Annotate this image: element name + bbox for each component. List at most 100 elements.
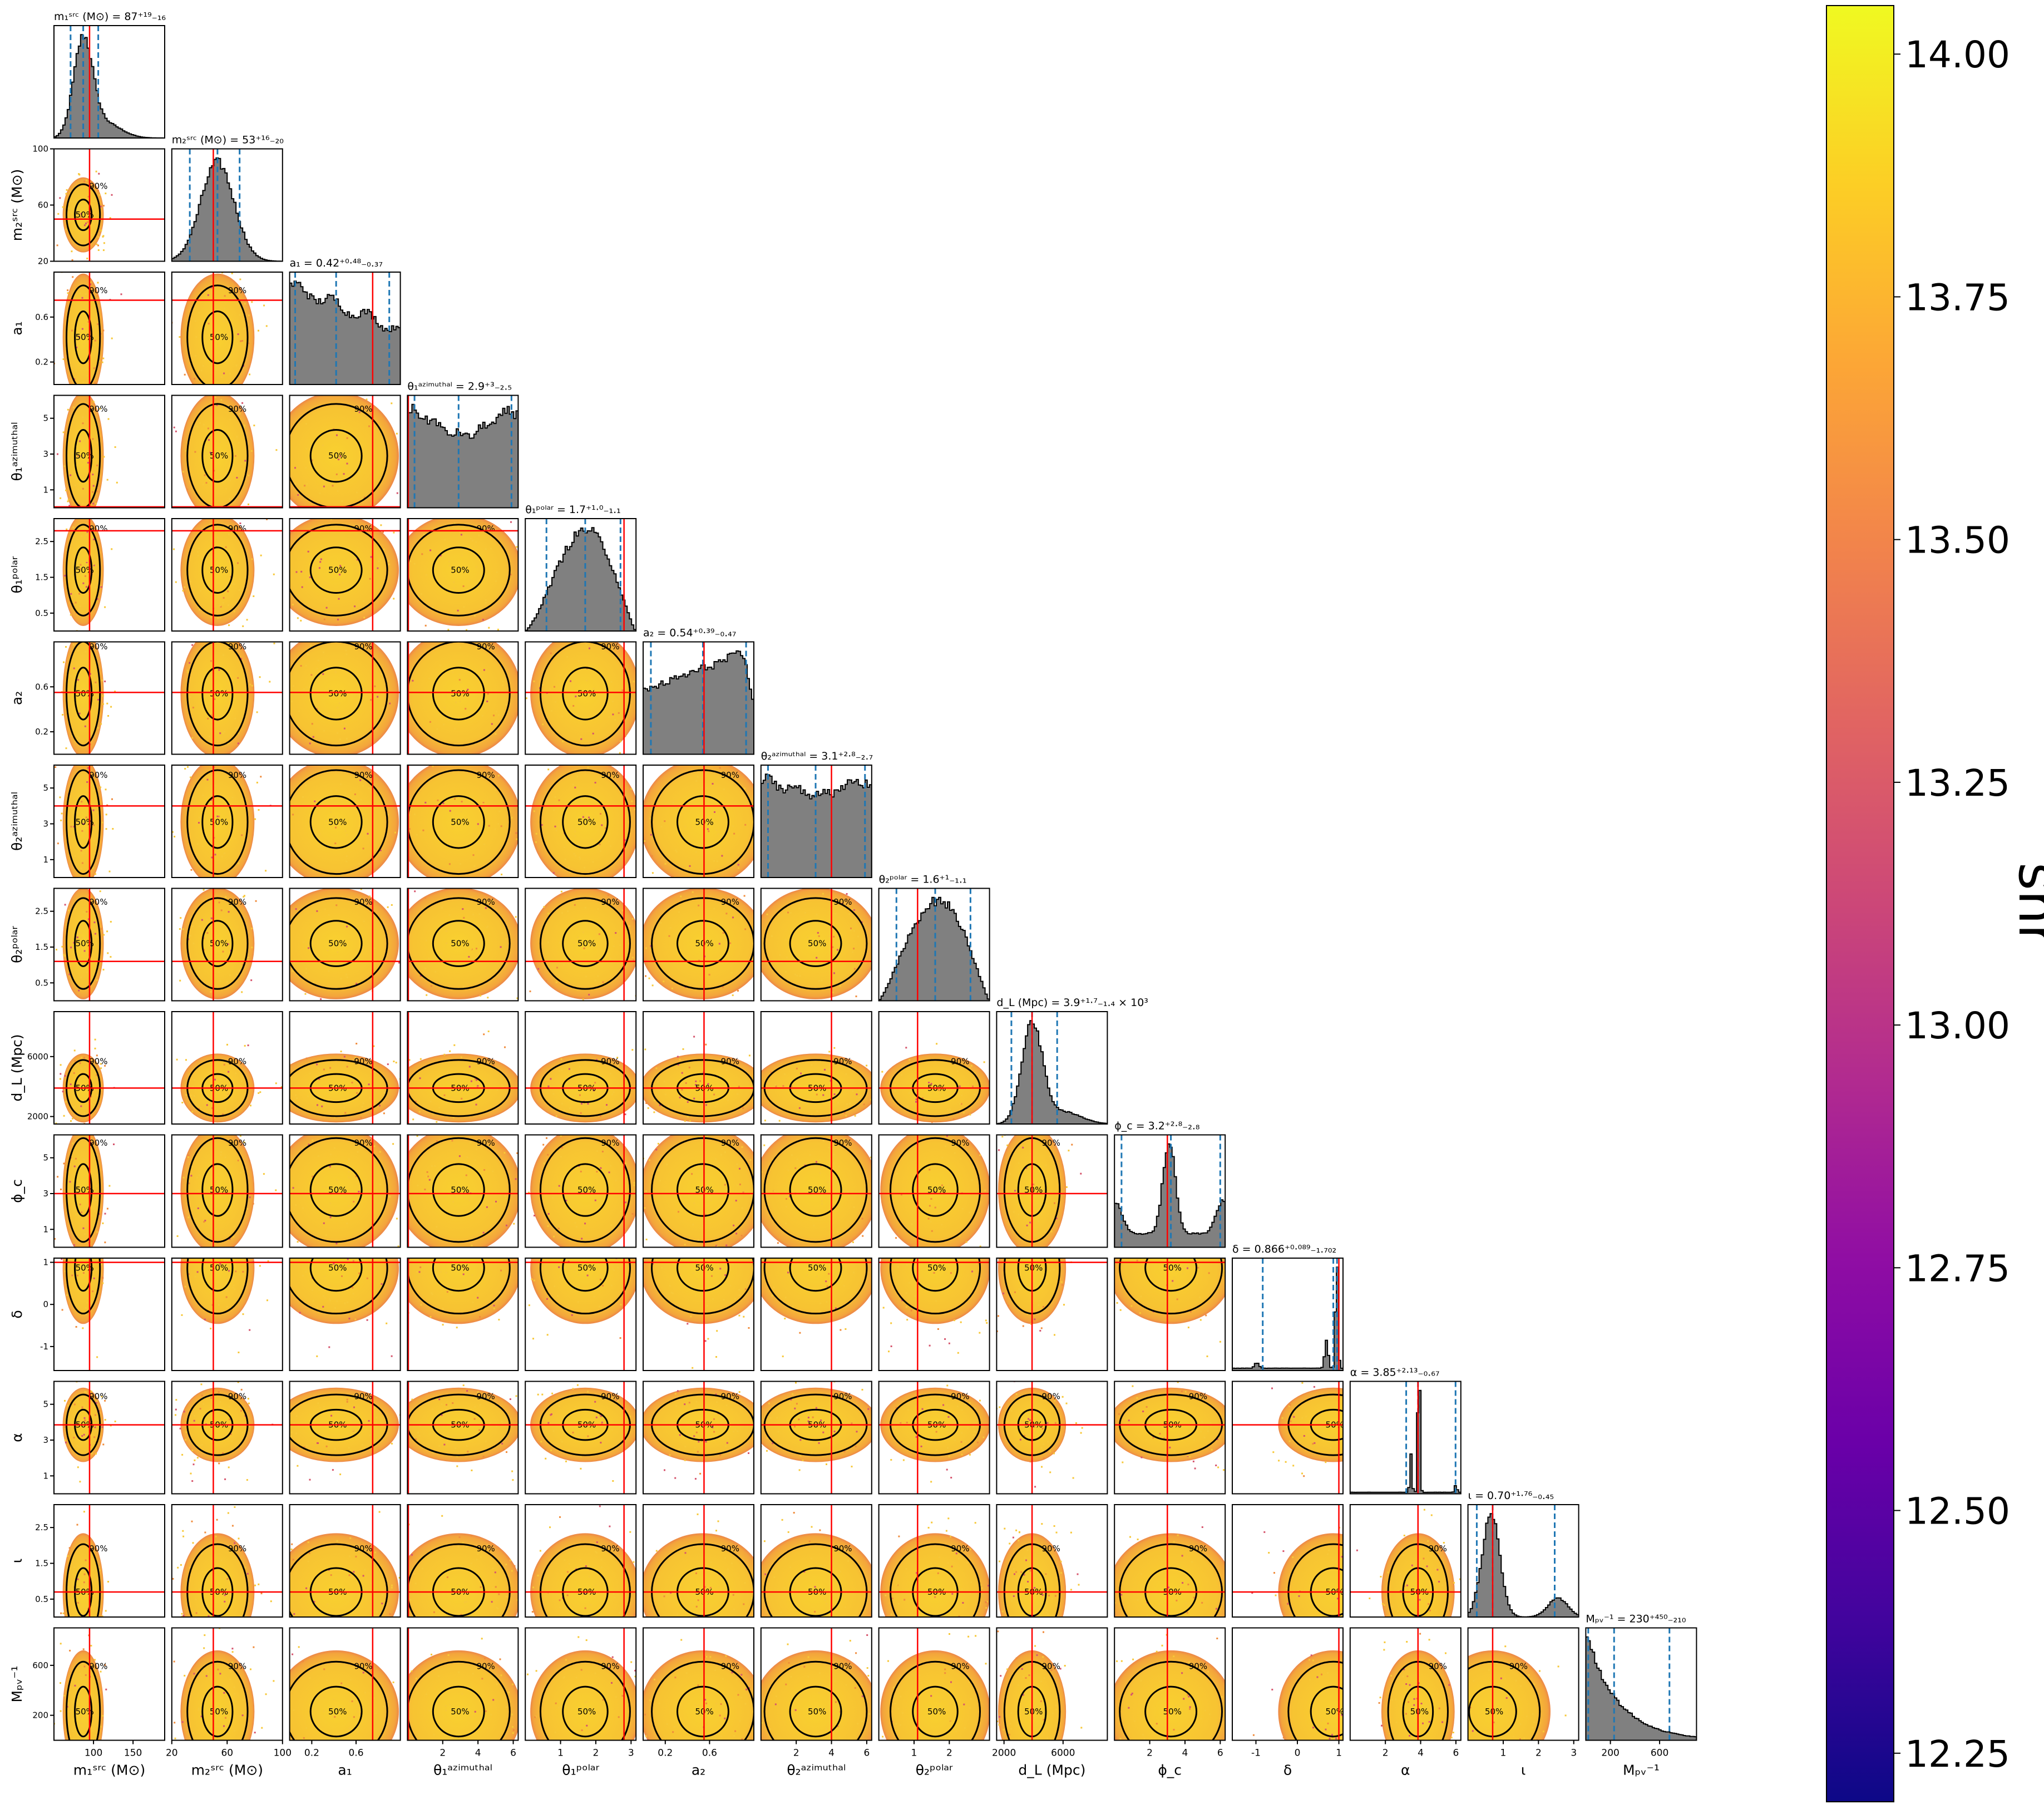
- contour-label-50: 50%: [210, 451, 228, 461]
- contour-label-50: 50%: [328, 939, 347, 949]
- y-tick-label: 1: [43, 1258, 48, 1268]
- contour-label-90: 90%: [1041, 1544, 1060, 1554]
- x-tick-label: 0.6: [702, 1748, 717, 1759]
- contour-label-50: 50%: [451, 565, 469, 575]
- snr-colorbar: 12.2512.5012.7513.0013.2513.5013.7514.00…: [1826, 6, 2044, 1802]
- histogram-bars-a2: [643, 651, 754, 755]
- contour-label-90: 90%: [1349, 1544, 1367, 1554]
- contour-label-90: 90%: [601, 1056, 619, 1066]
- y-tick-label: 0.2: [35, 727, 48, 737]
- scatter-panel-delta-alpha: 90%50%: [1232, 1367, 1421, 1493]
- y-tick-label: 1.5: [35, 573, 48, 583]
- scatter-panel-phic-alpha: 90%50%: [1075, 1375, 1263, 1494]
- histogram-bars-th2az: [761, 774, 872, 878]
- contour-label-50: 50%: [76, 451, 94, 461]
- y-tick-label: 1: [43, 1224, 48, 1234]
- histogram-panel-m1: m₁ˢʳᶜ (M⊙) = 87⁺¹⁹₋₁₆: [54, 11, 166, 138]
- contour-label-90: 90%: [89, 1662, 107, 1672]
- histogram-bars-th2pol: [879, 898, 990, 1001]
- contour-label-90: 90%: [228, 524, 246, 534]
- histogram-bars-th1az: [407, 405, 518, 508]
- contour-label-90: 90%: [601, 1544, 619, 1554]
- x-tick-label: 1: [1500, 1748, 1507, 1759]
- scatter-panel-th1az-alpha: 90%50%: [393, 1366, 550, 1494]
- y-axis-label-alpha: α: [9, 1433, 25, 1442]
- colorbar-tick-label: 13.50: [1905, 519, 2010, 562]
- contour-label-90: 90%: [601, 1138, 619, 1148]
- x-tick-label: 100: [85, 1748, 102, 1759]
- colorbar-label: snr: [2007, 862, 2044, 947]
- contour-label-90: 90%: [476, 1391, 495, 1401]
- contour-label-90: 90%: [1429, 1544, 1447, 1554]
- contour-label-50: 50%: [577, 1707, 596, 1717]
- x-tick-label: 6000: [1051, 1748, 1075, 1759]
- y-axis-label-phic: ϕ_c: [9, 1179, 25, 1203]
- contour-label-50: 50%: [451, 1707, 469, 1717]
- x-axis-label-th1az: θ₁ᵃᶻⁱᵐᵘᵗʰᵃˡ: [433, 1762, 492, 1778]
- scatter-panel-dl-iota: 90%50%: [996, 1505, 1107, 1682]
- x-tick-label: 6: [1453, 1748, 1459, 1759]
- x-axis-label-a2: a₂: [692, 1762, 705, 1778]
- contour-label-90: 90%: [354, 1056, 372, 1066]
- histogram-bars-alpha: [1350, 1391, 1461, 1494]
- contour-label-90: 90%: [228, 770, 246, 780]
- contour-label-90: 90%: [228, 642, 246, 652]
- panel-title-mpv: Mₚᵥ⁻¹ = 230⁺⁴⁵⁰₋₂₁₀: [1586, 1613, 1686, 1625]
- contour-label-90: 90%: [89, 524, 107, 534]
- contour-label-90: 90%: [476, 642, 495, 652]
- contour-label-50: 50%: [1024, 1707, 1043, 1717]
- y-tick-label: 2.5: [35, 536, 48, 546]
- scatter-panel-m2-alpha: 90%50%: [162, 1372, 283, 1494]
- panel-title-th1az: θ₁ᵃᶻⁱᵐᵘᵗʰᵃˡ = 2.9⁺³₋₂.₅: [407, 381, 512, 393]
- y-tick-label: 0.6: [35, 682, 48, 692]
- y-axis-label-dl: d_L (Mpc): [9, 1034, 25, 1102]
- histogram-bars-m2: [172, 158, 283, 262]
- contour-label-50: 50%: [76, 565, 94, 575]
- contour-label-90: 90%: [354, 1662, 372, 1672]
- scatter-panel-m2-dl: 90%50%: [165, 1012, 283, 1140]
- histogram-panel-th1az: θ₁ᵃᶻⁱᵐᵘᵗʰᵃˡ = 2.9⁺³₋₂.₅: [407, 381, 518, 508]
- y-axis-label-a1: a₁: [9, 321, 25, 335]
- x-tick-label: 2: [1383, 1748, 1389, 1759]
- contour-label-90: 90%: [721, 1662, 739, 1672]
- y-tick-label: 600: [32, 1660, 48, 1670]
- contour-label-90: 90%: [1189, 1391, 1207, 1401]
- histogram-panel-iota: ι = 0.70⁺¹·⁷⁶₋₀.₄₅: [1468, 1490, 1579, 1617]
- histogram-panel-phic: ϕ_c = 3.2⁺²·⁸₋₂.₈: [1114, 1120, 1225, 1248]
- corner-panels: m₁ˢʳᶜ (M⊙) = 87⁺¹⁹₋₁₆90%50%2060100m₂ˢʳᶜ …: [9, 11, 1696, 1807]
- x-axis-label-dl: d_L (Mpc): [1018, 1762, 1085, 1778]
- x-tick-label: 0: [1295, 1748, 1301, 1759]
- scatter-panel-a2-iota: 90%50%: [615, 1481, 785, 1672]
- x-axis-label-a1: a₁: [338, 1762, 352, 1778]
- histogram-panel-a1: a₁ = 0.42⁺⁰·⁴⁸₋₀.₃₇: [290, 257, 401, 385]
- y-axis-label-iota: ι: [9, 1559, 25, 1563]
- y-tick-label: 2000: [27, 1112, 48, 1122]
- contour-label-90: 90%: [354, 1544, 372, 1554]
- contour-label-50: 50%: [451, 817, 469, 827]
- histogram-panel-th2pol: θ₂ᵖᵒˡᵃʳ = 1.6⁺¹₋₁.₁: [879, 874, 990, 1001]
- contour-label-90: 90%: [721, 1391, 739, 1401]
- contour-label-90: 90%: [1189, 1221, 1207, 1231]
- y-tick-label: 3: [43, 449, 48, 459]
- contour-label-50: 50%: [328, 1707, 347, 1717]
- contour-label-90: 90%: [476, 1544, 495, 1554]
- x-tick-label: 4: [475, 1748, 481, 1759]
- x-tick-label: 100: [274, 1748, 292, 1759]
- contour-label-90: 90%: [833, 1662, 852, 1672]
- y-axis-label-m2: m₂ˢʳᶜ (M⊙): [9, 169, 25, 241]
- histogram-bars-phic: [1114, 1144, 1225, 1248]
- contour-label-90: 90%: [833, 1138, 852, 1148]
- scatter-panel-th1az-iota: 90%50%: [379, 1485, 541, 1659]
- contour-label-90: 90%: [89, 181, 107, 191]
- x-axis-label-th2az: θ₂ᵃᶻⁱᵐᵘᵗʰᵃˡ: [787, 1762, 846, 1778]
- contour-label-50: 50%: [1326, 1707, 1344, 1717]
- contour-label-90: 90%: [721, 770, 739, 780]
